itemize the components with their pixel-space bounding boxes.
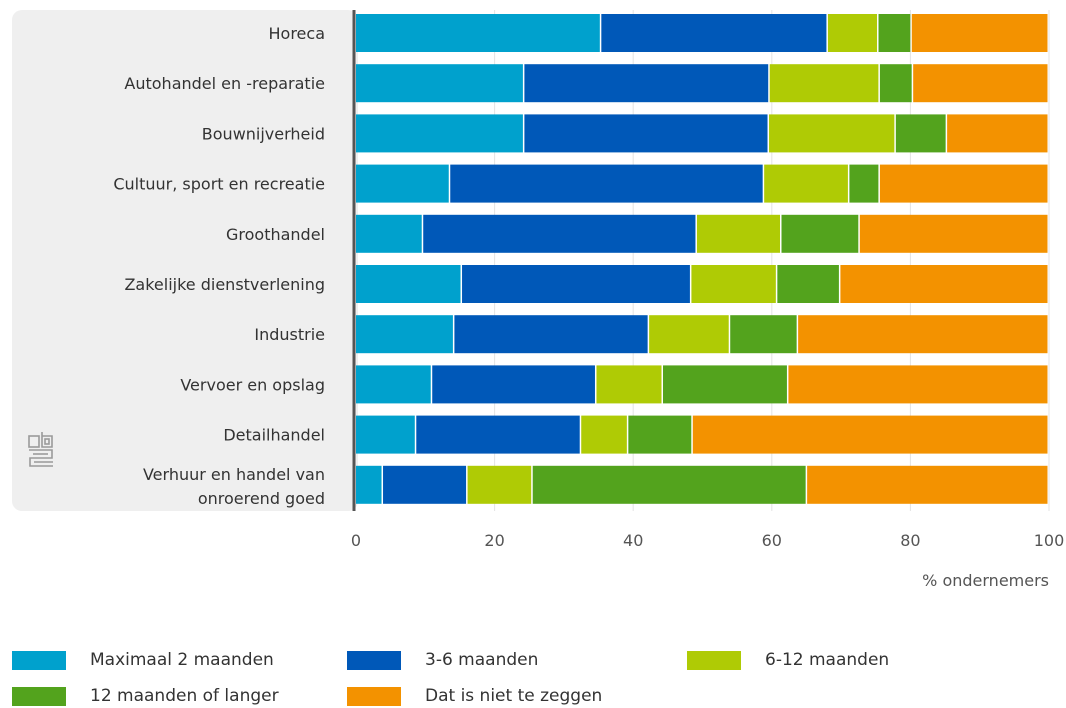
- bar-segment: [769, 114, 895, 153]
- x-tick-label: 100: [1034, 531, 1065, 550]
- bar-segment: [596, 365, 662, 404]
- x-tick-label: 0: [351, 531, 361, 550]
- legend-label: Maximaal 2 maanden: [90, 650, 274, 670]
- bar-segment: [913, 64, 1048, 103]
- bar-segment: [356, 14, 600, 52]
- category-label: Cultuur, sport en recreatie: [113, 175, 325, 194]
- bar-segment: [879, 64, 912, 103]
- x-axis-title: % ondernemers: [922, 571, 1049, 590]
- x-tick-label: 20: [484, 531, 504, 550]
- legend-swatch: [347, 686, 401, 706]
- bar-segment: [911, 14, 1048, 52]
- cbs-logo-icon: [28, 432, 53, 467]
- bar-segment: [356, 365, 431, 404]
- bar-segment: [356, 265, 461, 303]
- x-tick-label: 80: [900, 531, 920, 550]
- bar-segment: [895, 114, 946, 153]
- bar-segment: [840, 265, 1048, 303]
- bar-segment: [879, 164, 1048, 203]
- bar-segment: [730, 315, 797, 354]
- category-label: Horeca: [269, 24, 326, 43]
- legend-swatch: [347, 650, 401, 670]
- bar-segment: [691, 265, 776, 303]
- bar-segment: [356, 415, 415, 454]
- bar-segment: [878, 14, 911, 52]
- bar-segment: [423, 214, 696, 253]
- bar-segment: [356, 64, 523, 103]
- bar-segment: [769, 64, 879, 103]
- x-tick-labels: 0 20 40 60 80 100: [351, 531, 1064, 550]
- bar-segment: [628, 415, 692, 454]
- category-label: Autohandel en -reparatie: [124, 74, 325, 93]
- bar-segment: [524, 64, 769, 103]
- legend-label: 6-12 maanden: [765, 650, 890, 670]
- bar-segment: [432, 365, 595, 404]
- bar-segment: [849, 164, 879, 203]
- legend-swatch: [687, 650, 741, 670]
- bars: [356, 14, 1048, 504]
- bar-segment: [356, 465, 382, 504]
- x-tick-label: 60: [762, 531, 782, 550]
- bar-segment: [467, 465, 532, 504]
- legend-item-3-6-maanden: 3-6 maanden: [347, 648, 538, 672]
- bar-segment: [356, 164, 449, 203]
- bar-segment: [827, 14, 878, 52]
- bar-segment: [450, 164, 763, 203]
- legend-item-6-12-maanden: 6-12 maanden: [687, 648, 889, 672]
- bar-segment: [781, 214, 859, 253]
- category-label: Industrie: [254, 325, 325, 344]
- bar-segment: [462, 265, 690, 303]
- bar-segment: [649, 315, 729, 354]
- category-label: Verhuur en handel van onroerend goed: [143, 465, 325, 508]
- bar-segment: [532, 465, 806, 504]
- bar-segment: [356, 315, 453, 354]
- category-label: Groothandel: [226, 225, 325, 244]
- category-label: Vervoer en opslag: [180, 375, 325, 394]
- bar-segment: [524, 114, 768, 153]
- bar-segment: [764, 164, 848, 203]
- bar-segment: [798, 315, 1048, 354]
- legend-swatch: [12, 650, 66, 670]
- legend-item-12-maanden-of-langer: 12 maanden of langer: [12, 684, 279, 708]
- stacked-bar-chart: Horeca Autohandel en -reparatie Bouwnijver…: [12, 10, 1064, 590]
- category-label: Zakelijke dienstverlening: [124, 275, 325, 294]
- bar-segment: [356, 214, 422, 253]
- bar-segment: [383, 465, 467, 504]
- bar-segment: [859, 214, 1048, 253]
- bar-segment: [777, 265, 839, 303]
- bar-segment: [416, 415, 580, 454]
- bar-segment: [692, 415, 1048, 454]
- bar-segment: [581, 415, 627, 454]
- x-tick-label: 40: [623, 531, 643, 550]
- legend-label: Dat is niet te zeggen: [425, 686, 603, 706]
- legend-item-dat-is-niet-te-zeggen: Dat is niet te zeggen: [347, 684, 602, 708]
- bar-segment: [696, 214, 781, 253]
- bar-segment: [807, 465, 1048, 504]
- legend-label: 12 maanden of langer: [90, 686, 279, 706]
- legend-label: 3-6 maanden: [425, 650, 539, 670]
- category-panel-background: [12, 10, 358, 511]
- bar-segment: [788, 365, 1048, 404]
- bar-segment: [356, 114, 523, 153]
- legend: Maximaal 2 maanden 3-6 maanden 6-12 maan…: [12, 648, 1062, 706]
- bar-segment: [454, 315, 648, 354]
- bar-segment: [601, 14, 827, 52]
- legend-item-maximaal-2-maanden: Maximaal 2 maanden: [12, 648, 274, 672]
- bar-segment: [947, 114, 1048, 153]
- category-label: Bouwnijverheid: [202, 124, 325, 143]
- category-label: Detailhandel: [223, 426, 325, 445]
- category-labels: Horeca Autohandel en -reparatie Bouwnijver…: [113, 24, 325, 508]
- bar-segment: [662, 365, 787, 404]
- legend-swatch: [12, 686, 66, 706]
